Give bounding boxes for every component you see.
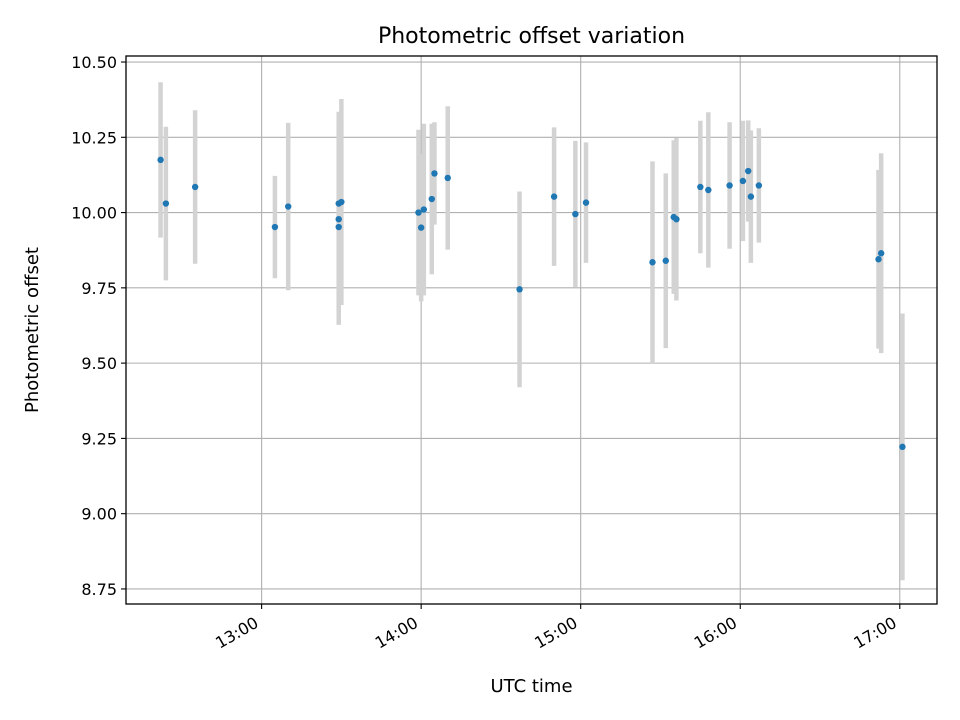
data-point [428, 195, 435, 203]
data-point [747, 193, 755, 200]
y-tick-label: 9.25 [81, 429, 117, 448]
data-point [420, 206, 428, 213]
chart-title: Photometric offset variation [378, 24, 685, 49]
data-point [673, 215, 680, 223]
data-point [739, 177, 747, 185]
data-point [191, 183, 199, 191]
data-point [550, 193, 558, 200]
y-tick-label: 9.50 [81, 354, 117, 373]
data-point [755, 182, 763, 189]
data-point [162, 200, 170, 207]
data-point [285, 203, 292, 210]
data-point [662, 257, 669, 264]
data-point [271, 223, 279, 231]
y-tick-label: 9.00 [81, 505, 117, 524]
data-point [335, 215, 342, 223]
data-points [157, 156, 906, 451]
y-tick-label: 9.75 [81, 279, 117, 298]
data-point [431, 170, 438, 177]
y-tick-label: 8.75 [81, 580, 117, 599]
y-tick-label: 10.00 [71, 204, 117, 223]
data-point [417, 224, 425, 231]
data-point [335, 223, 342, 231]
data-point [705, 186, 712, 194]
data-point [572, 210, 579, 218]
data-point [649, 259, 656, 266]
data-point [582, 199, 590, 206]
data-point [875, 256, 882, 263]
data-point [516, 286, 523, 293]
data-point [745, 167, 752, 175]
y-tick-label: 10.50 [71, 53, 117, 72]
grid [126, 56, 937, 604]
plot-frame [125, 55, 938, 605]
data-point [338, 198, 345, 206]
plot-area [126, 56, 937, 604]
y-tick-label: 10.25 [71, 128, 117, 147]
data-point [899, 443, 906, 451]
data-point [877, 250, 885, 257]
data-point [697, 183, 704, 191]
data-point [157, 156, 164, 164]
data-point [444, 174, 451, 182]
data-point [726, 182, 733, 189]
data-point [415, 209, 422, 216]
x-axis-label: UTC time [490, 676, 572, 697]
y-axis-label: Photometric offset [22, 247, 43, 413]
